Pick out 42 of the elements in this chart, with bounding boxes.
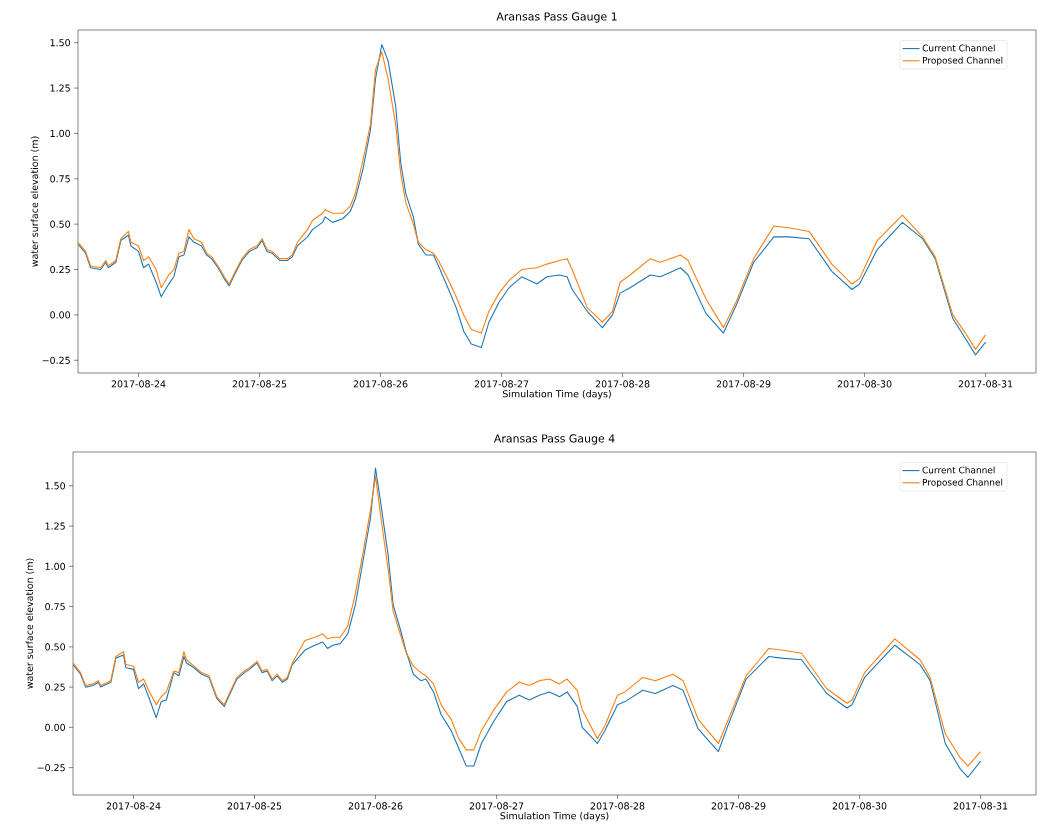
x-tick-label: 2017-08-28 (595, 380, 650, 388)
legend-label: Proposed Channel (922, 478, 1003, 488)
y-tick-label: 1.50 (50, 39, 71, 47)
y-tick-label: 0.00 (45, 723, 66, 731)
x-tick-label: 2017-08-29 (711, 802, 766, 810)
y-tick-label: 1.25 (50, 84, 70, 92)
x-tick-label: 2017-08-25 (227, 802, 282, 810)
legend-label: Proposed Channel (923, 56, 1003, 66)
y-tick-label: 1.25 (45, 522, 65, 530)
x-tick-label: 2017-08-29 (716, 380, 771, 388)
y-axis-title: water surface elevation (m) (30, 136, 40, 267)
x-tick-label: 2017-08-26 (353, 380, 408, 388)
x-tick-label: 2017-08-26 (348, 802, 403, 810)
y-tick-label: −0.25 (42, 356, 70, 364)
y-tick-label: 0.50 (50, 220, 71, 228)
x-tick-label: 2017-08-28 (590, 802, 645, 810)
y-tick-label: 1.00 (45, 562, 66, 570)
x-tick-label: 2017-08-31 (958, 380, 1013, 388)
y-tick-label: 0.50 (45, 643, 66, 651)
y-tick-label: 0.25 (45, 683, 65, 691)
y-tick-label: 0.75 (50, 175, 70, 183)
legend-label: Current Channel (922, 44, 995, 52)
y-tick-label: 1.50 (45, 482, 66, 490)
x-tick-label: 2017-08-30 (832, 802, 887, 810)
chart-title: Aransas Pass Gauge 1 (496, 12, 617, 23)
y-tick-label: 0.00 (50, 311, 71, 319)
x-tick-label: 2017-08-24 (106, 802, 161, 810)
x-tick-label: 2017-08-24 (111, 380, 166, 388)
y-tick-label: 0.75 (45, 603, 65, 611)
x-axis-title: Simulation Time (days) (500, 812, 609, 822)
y-tick-label: 0.25 (50, 265, 70, 274)
x-tick-label: 2017-08-25 (232, 380, 287, 388)
x-tick-label: 2017-08-27 (474, 380, 529, 388)
y-tick-label: −0.25 (37, 764, 65, 772)
y-tick-label: 1.00 (50, 129, 71, 138)
legend-label: Current Channel (922, 466, 995, 474)
x-axis-title: Simulation Time (days) (502, 390, 611, 400)
x-tick-label: 2017-08-30 (837, 380, 892, 388)
chart-title: Aransas Pass Gauge 4 (493, 434, 615, 445)
x-tick-label: 2017-08-31 (953, 802, 1008, 810)
y-axis-title: water surface elevation (m) (25, 558, 35, 689)
x-tick-label: 2017-08-27 (469, 802, 524, 810)
